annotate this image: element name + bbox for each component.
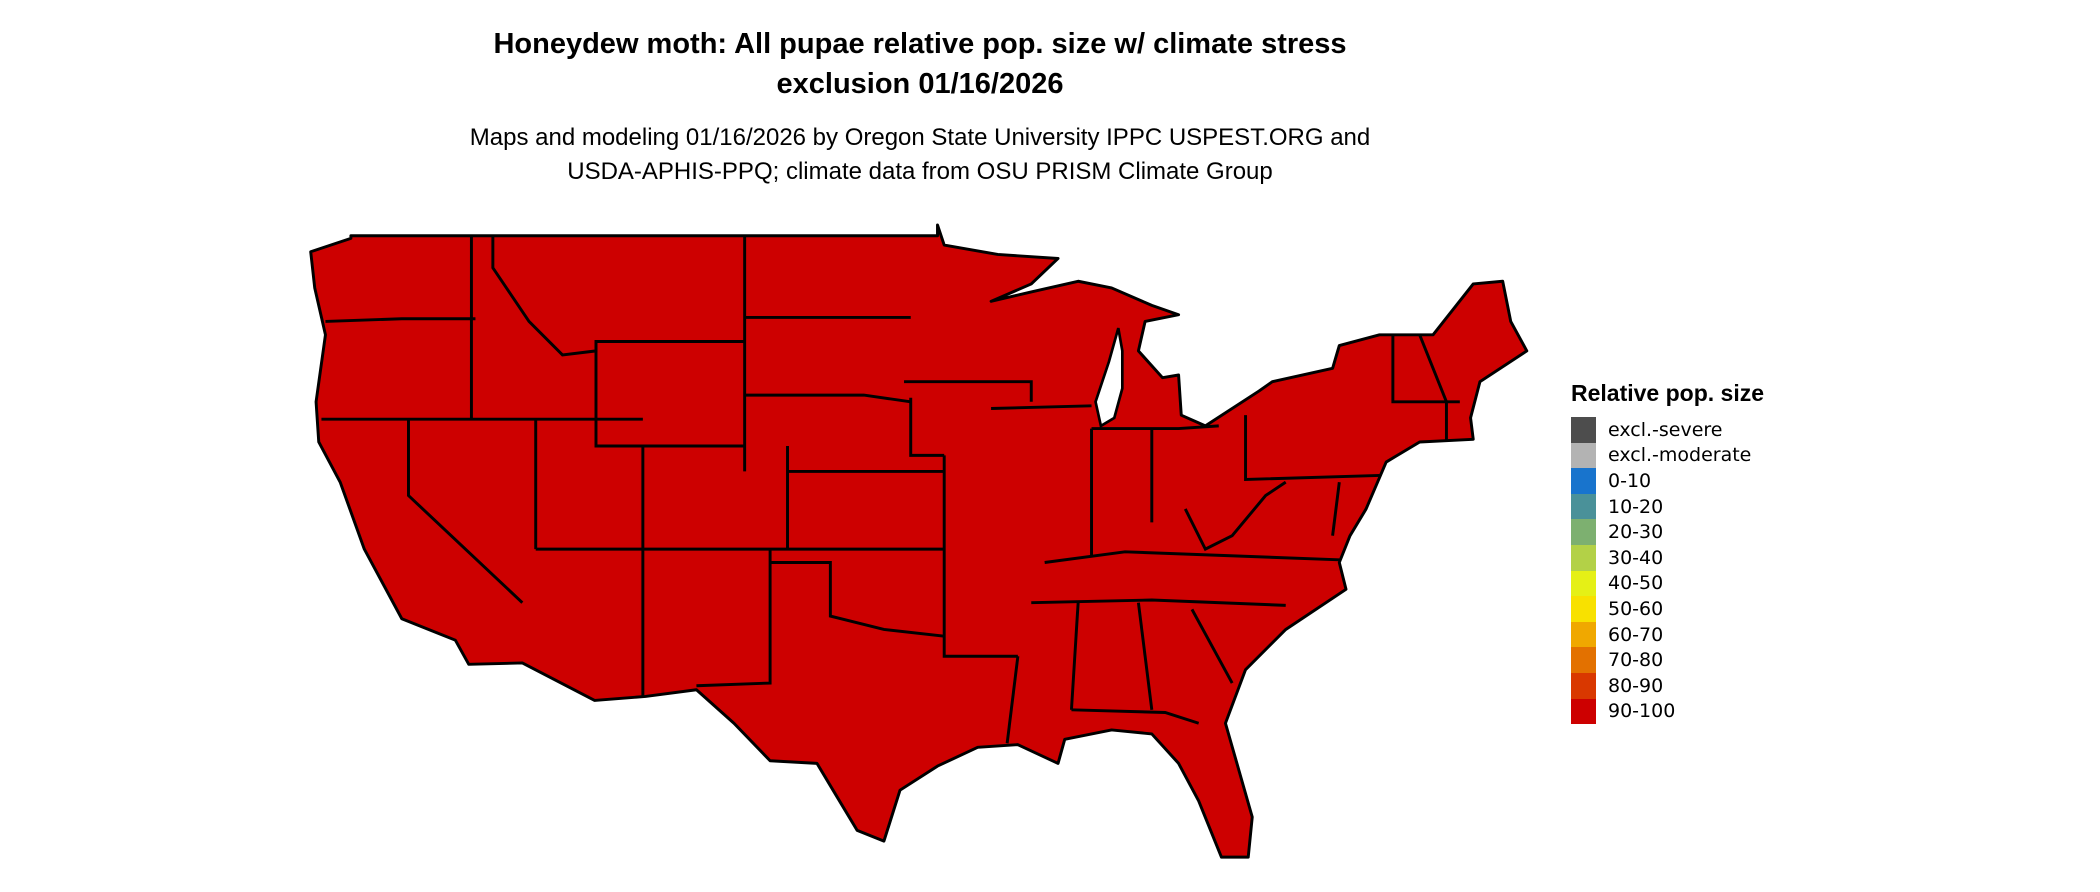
map-title-line-2: exclusion 01/16/2026: [776, 68, 1064, 100]
us-outline: [309, 223, 1529, 859]
legend-label: 20-30: [1608, 521, 1664, 544]
legend-item: 20-30: [1571, 519, 1764, 545]
legend-item: 10-20: [1571, 493, 1764, 520]
legend-label: 80-90: [1608, 674, 1664, 697]
map-subtitle-line-2: USDA-APHIS-PPQ; climate data from OSU PR…: [567, 158, 1273, 185]
legend-swatch: [1571, 468, 1596, 494]
legend-item: excl.-moderate: [1571, 442, 1764, 469]
legend-title: Relative pop. size: [1571, 380, 1765, 406]
legend-label: excl.-severe: [1608, 418, 1723, 441]
map-title-line-1: Honeydew moth: All pupae relative pop. s…: [493, 28, 1347, 60]
legend-label: 60-70: [1608, 623, 1664, 646]
legend-swatch: [1571, 493, 1596, 520]
legend-item: 0-10: [1571, 468, 1764, 494]
legend-swatch: [1571, 621, 1596, 648]
legend-item: 60-70: [1571, 621, 1764, 648]
legend-label: 50-60: [1608, 597, 1664, 620]
legend-item: 50-60: [1571, 596, 1764, 622]
legend-swatch: [1571, 417, 1596, 443]
legend-item: excl.-severe: [1571, 417, 1764, 443]
legend-swatch: [1571, 442, 1596, 469]
legend-swatch: [1571, 647, 1596, 673]
map-subtitle-line-1: Maps and modeling 01/16/2026 by Oregon S…: [469, 124, 1371, 151]
state-borders: [321, 235, 1460, 744]
legend-swatch: [1571, 672, 1596, 699]
legend-item: 80-90: [1571, 672, 1764, 699]
legend-label: 10-20: [1608, 495, 1664, 518]
legend-label: 0-10: [1608, 469, 1652, 492]
legend-swatch: [1571, 698, 1596, 725]
legend-label: 40-50: [1608, 572, 1664, 595]
legend-label: 30-40: [1608, 546, 1664, 569]
legend: Relative pop. size excl.-severe excl.-mod…: [1571, 380, 1765, 725]
legend-label: excl.-moderate: [1608, 444, 1752, 467]
legend-label: 70-80: [1608, 649, 1664, 672]
legend-item: 90-100: [1571, 698, 1764, 725]
legend-item: 30-40: [1571, 544, 1764, 571]
legend-swatch: [1571, 596, 1596, 622]
lake-michigan: [1094, 327, 1124, 429]
legend-label: 90-100: [1608, 700, 1676, 723]
legend-swatch: [1571, 570, 1596, 597]
legend-swatch: [1571, 544, 1596, 571]
legend-swatch: [1571, 519, 1596, 545]
legend-item: 40-50: [1571, 570, 1764, 597]
legend-item: 70-80: [1571, 647, 1764, 673]
